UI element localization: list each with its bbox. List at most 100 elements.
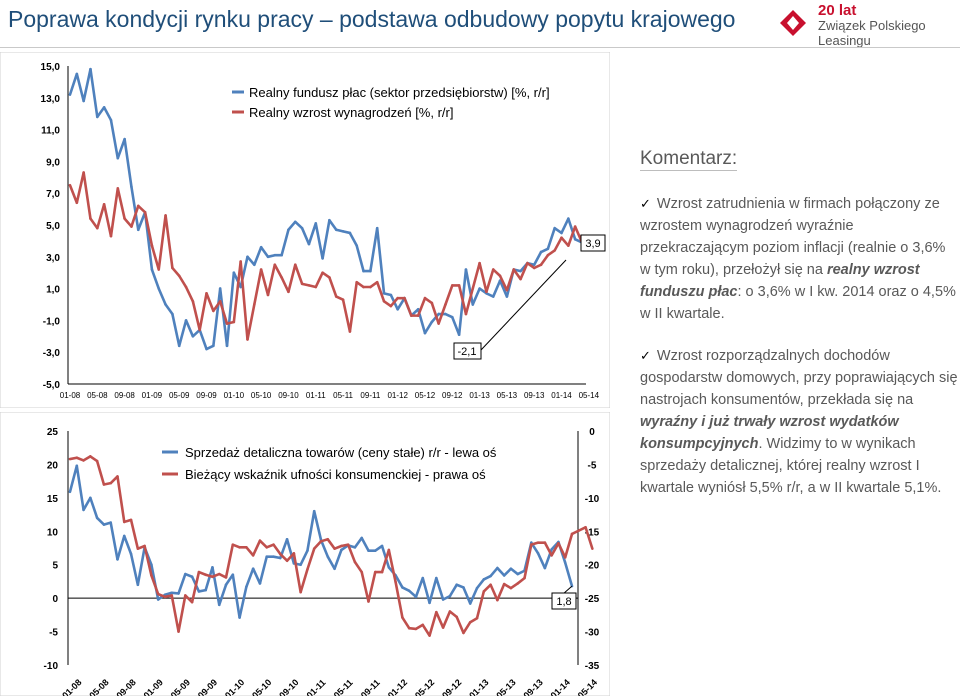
series-0-line-segment [287, 220, 297, 232]
legend-label: Realny wzrost wynagrodzeń [%, r/r] [249, 105, 453, 120]
x-tick-label: 01-12 [387, 391, 408, 400]
series-0-line-segment [231, 573, 241, 619]
series-1-line-segment [553, 236, 563, 252]
series-0-line-segment [129, 552, 140, 587]
series-1-line-segment [95, 459, 106, 486]
series-0-line-segment [238, 585, 248, 619]
series-1-line-segment [170, 594, 180, 633]
y-right-tick-label: -5 [588, 460, 597, 471]
bullet-text-tail: . Widzimy to w wynikach sprzedaży detali… [640, 436, 942, 496]
series-1-line-segment [560, 236, 570, 247]
checkmark-icon: ✓ [640, 348, 651, 363]
series-1-line-segment [184, 594, 194, 604]
series-1-line-segment [401, 616, 411, 630]
x-tick-label: 05-11 [333, 391, 353, 400]
series-1-line-segment [82, 171, 92, 220]
series-1-line-segment [102, 203, 113, 238]
series-1-line-segment [516, 576, 526, 585]
series-1-line-segment [246, 303, 256, 341]
x-tick-label: 05-09 [169, 391, 190, 400]
series-1-line-segment [75, 171, 85, 205]
x-tick-label: 09-08 [114, 391, 135, 400]
series-0-line-segment [68, 464, 79, 494]
series-0-line-segment [448, 583, 458, 598]
series-1-line-segment [380, 548, 391, 574]
series-0-line-segment [75, 464, 85, 512]
series-0-line-segment [553, 226, 563, 235]
series-1-line-segment [328, 276, 338, 298]
series-0-line-segment [224, 573, 235, 587]
series-0-line-segment [307, 222, 318, 246]
series-0-line-segment [96, 106, 106, 119]
series-0-line-segment [130, 185, 140, 232]
series-0-line-segment [468, 586, 479, 605]
y-right-tick-label: -25 [585, 594, 600, 605]
series-0-line-segment [150, 268, 161, 290]
series-0-line-segment [532, 250, 543, 267]
series-1-line-segment [164, 214, 174, 270]
y-tick-label: 15,0 [41, 62, 61, 73]
series-1-line-segment [306, 547, 316, 571]
series-0-line-segment [157, 287, 167, 306]
series-1-line-segment [123, 217, 133, 228]
series-1-line-segment [491, 268, 502, 278]
series-0-line-segment [164, 303, 174, 316]
series-0-line-segment [191, 328, 202, 338]
series-0-line-segment [102, 106, 113, 122]
series-0-line-segment [396, 296, 406, 311]
series-0-line-segment [489, 566, 499, 578]
series-1-line-segment [314, 271, 324, 289]
series-1-line-segment [150, 574, 160, 596]
series-1-line-segment [341, 298, 352, 333]
series-0-line-segment [89, 496, 99, 520]
series-1-line-segment [150, 244, 161, 271]
series-1-line-segment [471, 261, 481, 290]
series-1-line-segment [266, 263, 277, 297]
series-0-line-segment [546, 226, 556, 251]
series-1-line-segment [543, 541, 553, 557]
series-1-line-segment [143, 210, 154, 247]
x-tick-label: 05-10 [251, 391, 272, 400]
commentary-bullet-consumption: ✓ Wzrost rozporządzalnych dochodów gospod… [640, 345, 958, 499]
series-1-line-segment [191, 300, 202, 332]
series-1-line-segment [273, 263, 283, 279]
series-1-line-segment [130, 204, 140, 228]
bullet-text: Wzrost zatrudnienia w firmach połączony … [640, 196, 946, 278]
x-tick-label: 01-13 [469, 391, 490, 400]
y-right-tick-label: -15 [585, 527, 600, 538]
series-0-line-segment [82, 496, 92, 512]
y-tick-label: 3,0 [46, 253, 60, 264]
series-1-line-segment [382, 300, 393, 308]
series-1-line-segment [389, 296, 399, 308]
series-0-line-segment [109, 521, 119, 561]
series-1-line-segment [489, 583, 499, 602]
x-tick-label: 01-14 [551, 391, 572, 400]
y-tick-label: 7,0 [46, 189, 60, 200]
series-1-line-segment [485, 268, 495, 294]
series-1-line-segment [205, 292, 215, 313]
series-1-line-segment [184, 285, 195, 303]
series-0-line-segment [68, 72, 79, 96]
x-tick-label: 01-11 [306, 391, 326, 400]
callout-box [551, 592, 577, 610]
series-0-line-segment [502, 567, 513, 577]
series-0-line-segment [280, 228, 290, 257]
commentary-heading: Komentarz: [640, 148, 738, 171]
series-1-line-segment [272, 543, 282, 556]
series-1-line-segment [89, 217, 99, 230]
series-1-line-segment [109, 187, 120, 238]
y-right-tick-label: -30 [585, 628, 600, 639]
series-1-line-segment [190, 570, 201, 604]
series-0-line-segment [251, 567, 262, 585]
series-0-line-segment [423, 320, 434, 335]
series-1-line-segment [584, 525, 594, 550]
series-0-line-segment [136, 210, 147, 232]
series-1-line-segment [280, 276, 290, 294]
y-right-tick-label: 0 [589, 427, 595, 438]
series-1-line-segment [455, 615, 465, 635]
y-left-tick-label: 20 [47, 460, 59, 471]
series-0-line-segment [259, 245, 270, 259]
y-left-tick-label: -5 [49, 628, 58, 639]
x-tick-label: 01-10 [224, 391, 245, 400]
series-1-line-segment [448, 610, 458, 619]
